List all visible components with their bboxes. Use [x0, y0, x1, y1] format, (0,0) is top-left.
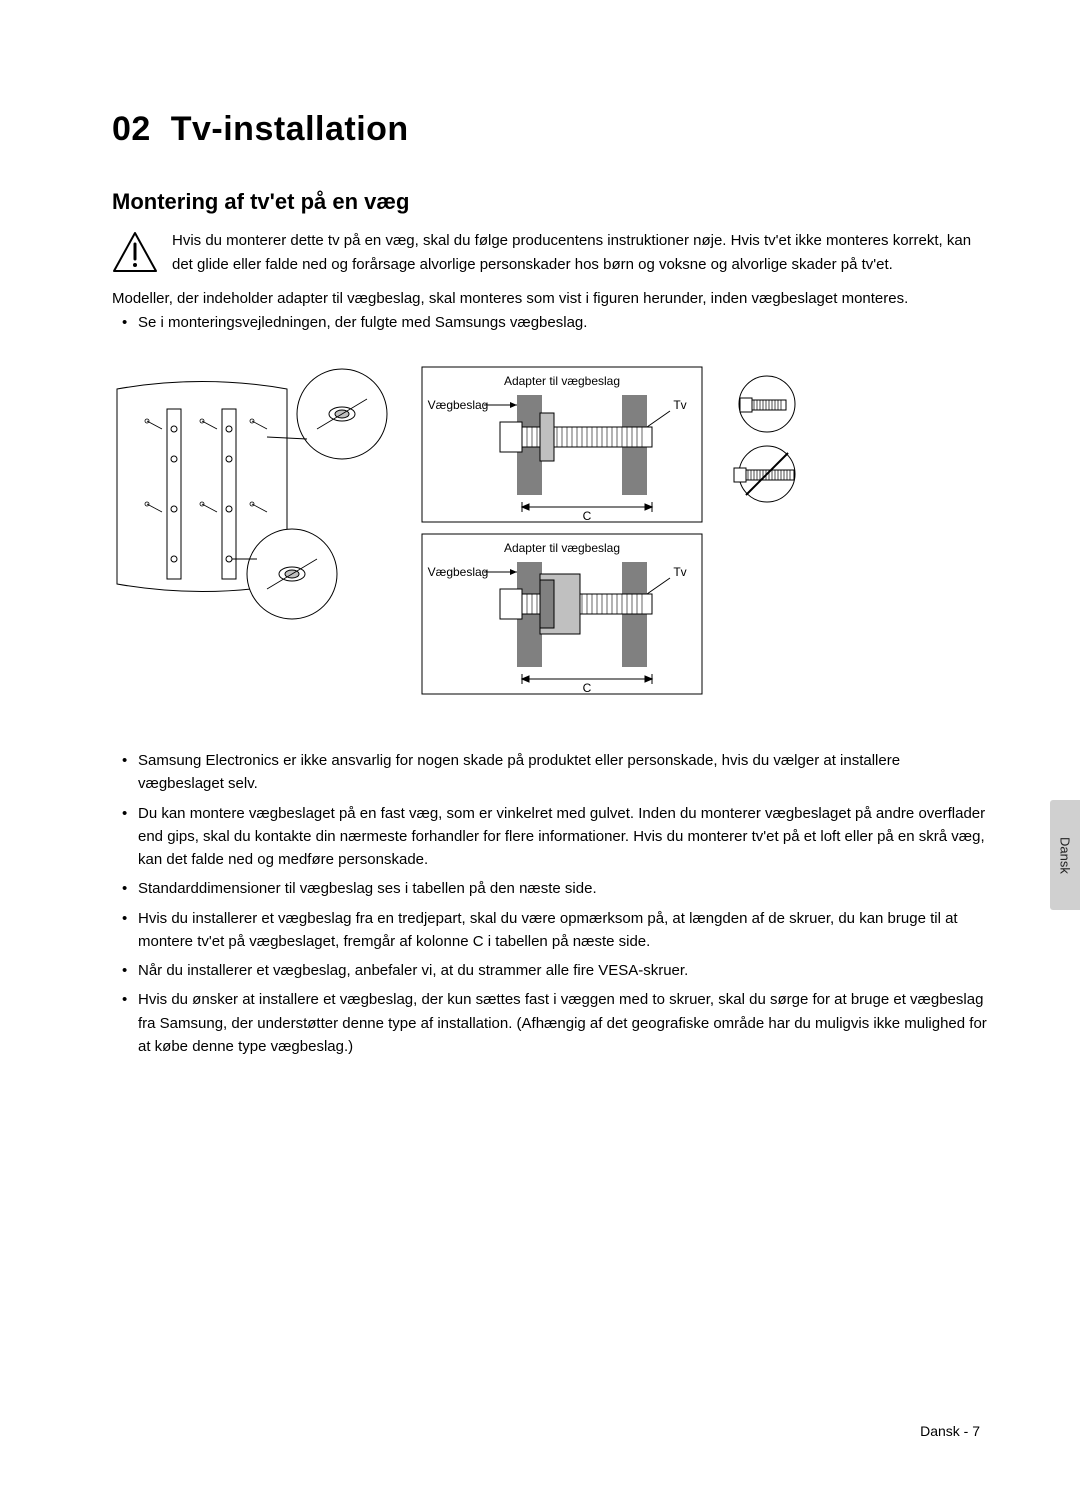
page-footer: Dansk - 7 — [920, 1423, 980, 1439]
lower-bullet-list: Samsung Electronics er ikke ansvarlig fo… — [112, 749, 990, 1058]
list-item: Se i monteringsvejledningen, der fulgte … — [138, 311, 990, 335]
diagram-label-adapter1: Adapter til vægbeslag — [504, 374, 620, 388]
intro-bullet-list: Se i monteringsvejledningen, der fulgte … — [112, 311, 990, 335]
list-item: Hvis du ønsker at installere et vægbesla… — [138, 988, 990, 1058]
warning-block: Hvis du monterer dette tv på en væg, ska… — [112, 229, 990, 277]
list-item: Når du installerer et vægbeslag, anbefal… — [138, 959, 990, 982]
chapter-name: Tv-installation — [171, 110, 409, 148]
list-item: Hvis du installerer et vægbeslag fra en … — [138, 907, 990, 954]
diagram-label-bracket1: Vægbeslag — [428, 398, 489, 412]
mounting-diagram: Adapter til vægbeslag Vægbeslag Tv — [112, 359, 812, 709]
diagram-label-tv2: Tv — [673, 565, 686, 579]
diagram-label-tv1: Tv — [673, 398, 686, 412]
language-tab: Dansk — [1050, 800, 1080, 910]
section-title: Montering af tv'et på en væg — [112, 189, 990, 215]
diagram-label-c1: C — [583, 509, 592, 523]
list-item: Standarddimensioner til vægbeslag ses i … — [138, 877, 990, 900]
language-tab-label: Dansk — [1058, 837, 1073, 874]
list-item: Samsung Electronics er ikke ansvarlig fo… — [138, 749, 990, 796]
warning-icon — [112, 231, 158, 275]
diagram-label-c2: C — [583, 681, 592, 695]
chapter-title: 02 Tv-installation — [112, 110, 990, 149]
diagram-label-adapter2: Adapter til vægbeslag — [504, 541, 620, 555]
warning-text: Hvis du monterer dette tv på en væg, ska… — [172, 229, 990, 277]
diagram-label-bracket2: Vægbeslag — [428, 565, 489, 579]
intro-text: Modeller, der indeholder adapter til væg… — [112, 287, 990, 311]
chapter-number: 02 — [112, 110, 151, 148]
list-item: Du kan montere vægbeslaget på en fast væ… — [138, 802, 990, 872]
